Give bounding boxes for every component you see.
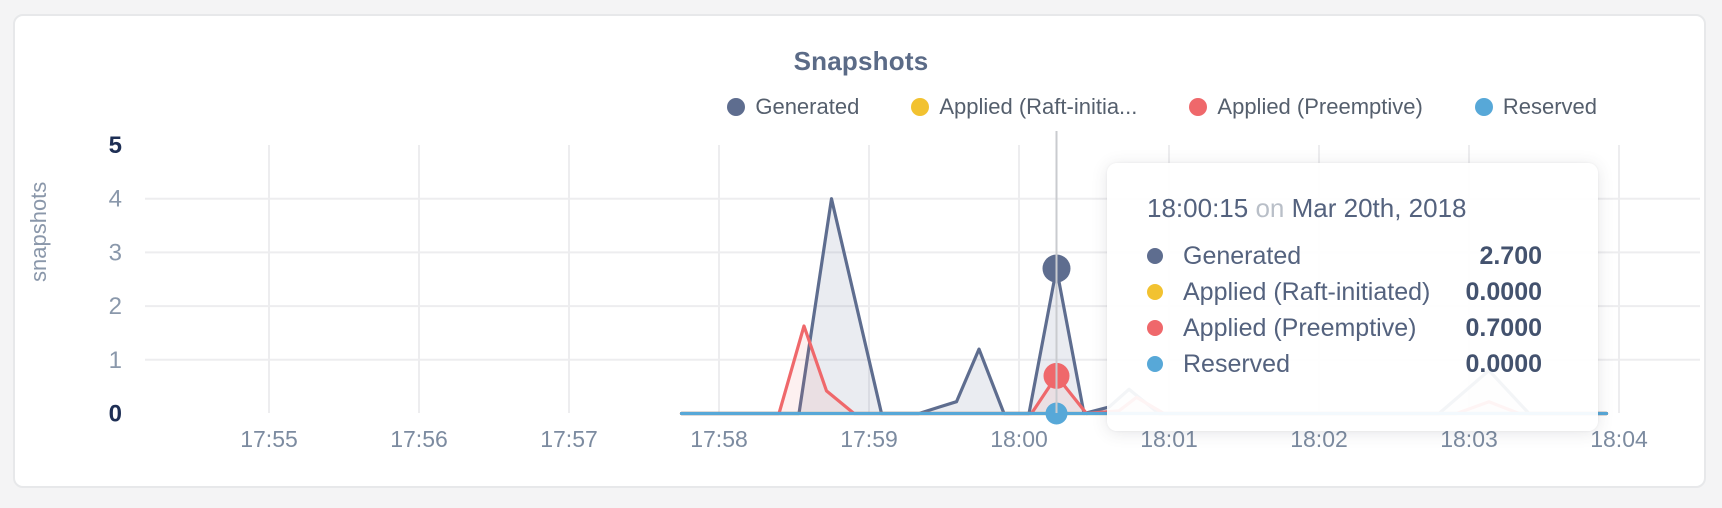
y-axis-title: snapshots: [26, 181, 51, 282]
legend-item-reserved[interactable]: Reserved: [1474, 94, 1597, 120]
tooltip-series-value: 0.7000: [1465, 313, 1542, 342]
hover-tooltip: 18:00:15 on Mar 20th, 2018 Generated 2.7…: [1107, 163, 1598, 431]
hover-marker: [1045, 402, 1068, 425]
legend-dot-icon: [1189, 98, 1208, 116]
tooltip-row: Reserved 0.0000: [1147, 346, 1542, 382]
legend-dot-icon: [727, 98, 746, 116]
tooltip-series-value: 2.700: [1479, 241, 1542, 270]
legend-item-applied-raft-initiated[interactable]: Applied (Raft-initia...: [911, 94, 1137, 120]
y-tick-label: 0: [109, 401, 122, 428]
chart-title: Snapshots: [793, 46, 929, 76]
legend-item-label: Generated: [755, 94, 860, 119]
tooltip-series-label: Applied (Raft-initiated): [1183, 277, 1431, 306]
x-tick-label: 17:56: [390, 426, 448, 452]
legend-item-label: Reserved: [1502, 94, 1597, 119]
tooltip-date: Mar 20th, 2018: [1291, 193, 1467, 223]
x-tick-label: 17:57: [540, 426, 598, 452]
series-dot-icon: [1147, 284, 1163, 300]
y-tick-label: 4: [109, 186, 122, 213]
legend-dot-icon: [911, 98, 930, 116]
x-tick-label: 17:59: [840, 426, 898, 452]
tooltip-series-label: Applied (Preemptive): [1183, 313, 1417, 342]
y-tick-label: 1: [109, 347, 122, 374]
x-tick-label: 17:58: [690, 426, 748, 452]
tooltip-series-value: 0.0000: [1465, 349, 1542, 378]
series-dot-icon: [1147, 356, 1163, 372]
tooltip-conjunction: on: [1255, 193, 1285, 223]
tooltip-header: 18:00:15 on Mar 20th, 2018: [1147, 193, 1542, 224]
legend-item-applied-preemptive[interactable]: Applied (Preemptive): [1189, 94, 1423, 120]
x-tick-label: 18:00: [990, 426, 1048, 452]
legend-item-label: Applied (Preemptive): [1217, 94, 1423, 119]
legend-item-label: Applied (Raft-initia...: [939, 94, 1138, 119]
tooltip-row: Applied (Preemptive) 0.7000: [1147, 310, 1542, 346]
x-tick-label: 17:55: [240, 426, 298, 452]
x-tick-label: 18:04: [1590, 426, 1648, 452]
tooltip-series-label: Generated: [1183, 241, 1302, 270]
chart-legend: Generated Applied (Raft-initia... Applie…: [727, 94, 1597, 120]
legend-dot-icon: [1474, 98, 1493, 116]
tooltip-series-value: 0.0000: [1465, 277, 1542, 306]
legend-item-generated[interactable]: Generated: [727, 94, 859, 120]
series-dot-icon: [1147, 248, 1163, 264]
y-tick-label: 5: [109, 132, 122, 159]
tooltip-row: Generated 2.700: [1147, 238, 1542, 274]
y-tick-label: 3: [109, 239, 122, 266]
tooltip-series-label: Reserved: [1183, 349, 1290, 378]
series-dot-icon: [1147, 320, 1163, 336]
tooltip-time: 18:00:15: [1147, 193, 1249, 223]
y-tick-label: 2: [109, 293, 122, 320]
tooltip-row: Applied (Raft-initiated) 0.0000: [1147, 274, 1542, 310]
